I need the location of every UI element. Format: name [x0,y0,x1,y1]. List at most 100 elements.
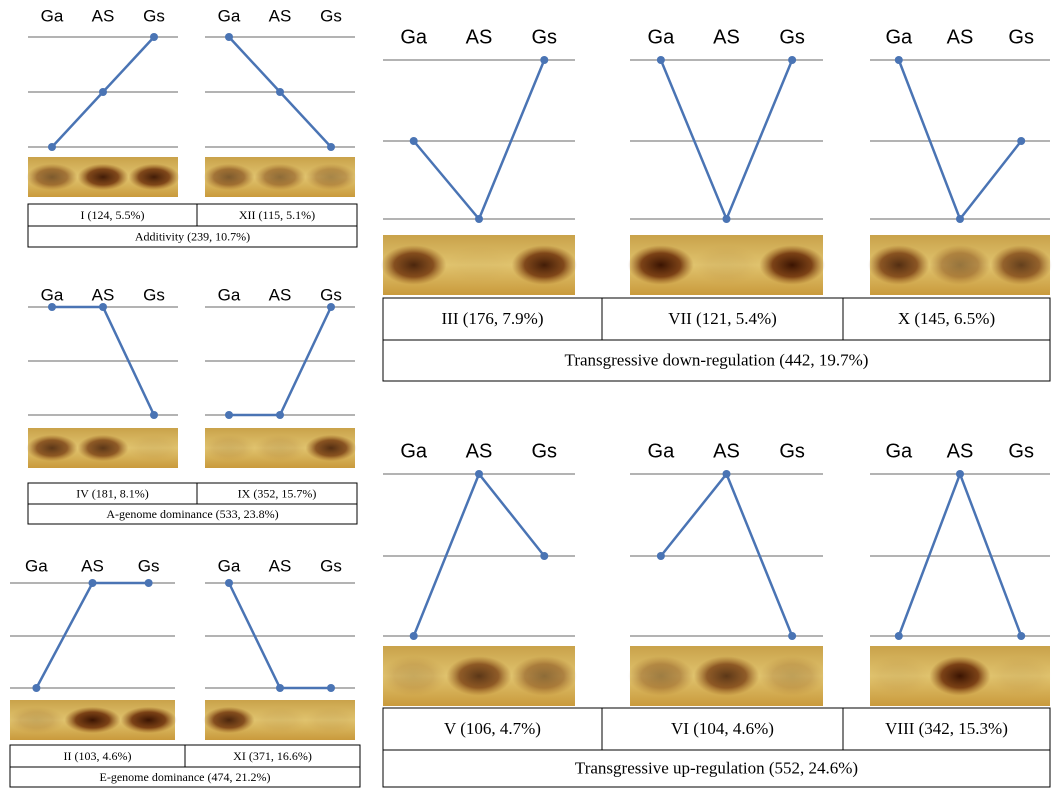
genotype-label: Gs [143,285,165,304]
expression-point [99,303,107,311]
genotype-label: Gs [1008,26,1034,48]
genotype-label: AS [713,440,740,462]
pattern-label: X (145, 6.5%) [898,309,995,328]
genotype-label: Ga [25,556,48,575]
expression-line [414,474,545,636]
gel-band [255,707,306,733]
genotype-label: Ga [885,26,913,48]
expression-point [48,303,56,311]
gel-band [929,656,990,696]
group-label: Additivity (239, 10.7%) [135,229,250,243]
expression-line [899,60,1021,219]
expression-point [99,88,107,96]
expression-point [956,215,964,223]
expression-point [1017,632,1025,640]
pattern-label: V (106, 4.7%) [444,719,541,738]
pattern-label: IV (181, 8.1%) [76,486,148,500]
gel-band [759,656,825,696]
gel-band [628,656,694,696]
expression-point [225,579,233,587]
gel-band [929,245,990,285]
expression-point [276,88,284,96]
gel-band [512,656,577,696]
expression-point [225,411,233,419]
genotype-label: Ga [648,440,676,462]
expression-point [327,143,335,151]
expression-point [32,684,40,692]
expression-point [276,684,284,692]
genotype-label: Ga [218,285,241,304]
genotype-label: AS [92,285,115,304]
genotype-label: AS [713,26,740,48]
expression-point [410,137,418,145]
gel-band [255,164,306,190]
genotype-label: Gs [779,26,805,48]
expression-point [657,552,665,560]
gel-band [306,164,357,190]
gel-band [991,245,1052,285]
genotype-label: AS [81,556,104,575]
gel-band [27,164,78,190]
pattern-label: III (176, 7.9%) [442,309,544,328]
expression-point [475,215,483,223]
genotype-label: Ga [41,285,64,304]
genotype-label: Ga [41,6,64,25]
gel-band [204,435,255,461]
expression-point [48,143,56,151]
genotype-label: AS [947,440,974,462]
genotype-label: AS [466,440,493,462]
expression-line [661,60,792,219]
genotype-label: AS [269,6,292,25]
gel-band [868,245,929,285]
group-label: Transgressive up-regulation (552, 24.6%) [575,758,858,777]
expression-point [895,56,903,64]
expression-point [788,56,796,64]
genotype-label: Ga [400,26,428,48]
genotype-label: Ga [218,6,241,25]
genotype-label: Gs [138,556,160,575]
expression-point [145,579,153,587]
gel-band [381,656,446,696]
gel-band [255,435,306,461]
gel-band [759,245,825,285]
pattern-label: VII (121, 5.4%) [668,309,777,328]
expression-point [540,552,548,560]
group-label: E-genome dominance (474, 21.2%) [100,770,271,784]
expression-point [475,470,483,478]
group-label: Transgressive down-regulation (442, 19.7… [565,350,869,369]
gel-band [628,245,694,285]
genotype-label: Gs [531,26,557,48]
figure: GaASGsGaASGsI (124, 5.5%)XII (115, 5.1%)… [0,0,1053,788]
gel-band [8,707,64,733]
gel-band [446,656,511,696]
expression-point [788,632,796,640]
expression-point [225,33,233,41]
genotype-label: Ga [885,440,913,462]
pattern-label: II (103, 4.6%) [64,749,132,763]
pattern-label: VIII (342, 15.3%) [885,719,1008,738]
expression-point [410,632,418,640]
pattern-label: VI (104, 4.6%) [671,719,774,738]
gel-band [121,707,177,733]
expression-point [540,56,548,64]
pattern-label: XI (371, 16.6%) [233,749,312,763]
genotype-label: AS [269,285,292,304]
genotype-label: Gs [320,556,342,575]
gel-band [694,656,760,696]
gel-band [694,245,760,285]
expression-line [414,60,545,219]
gel-band [306,707,357,733]
genotype-label: AS [947,26,974,48]
genotype-label: Gs [320,285,342,304]
gel-band [78,435,129,461]
expression-point [276,411,284,419]
pattern-label: I (124, 5.5%) [81,208,145,222]
genotype-label: AS [466,26,493,48]
genotype-label: AS [269,556,292,575]
expression-line [661,474,792,636]
gel-band [129,435,180,461]
